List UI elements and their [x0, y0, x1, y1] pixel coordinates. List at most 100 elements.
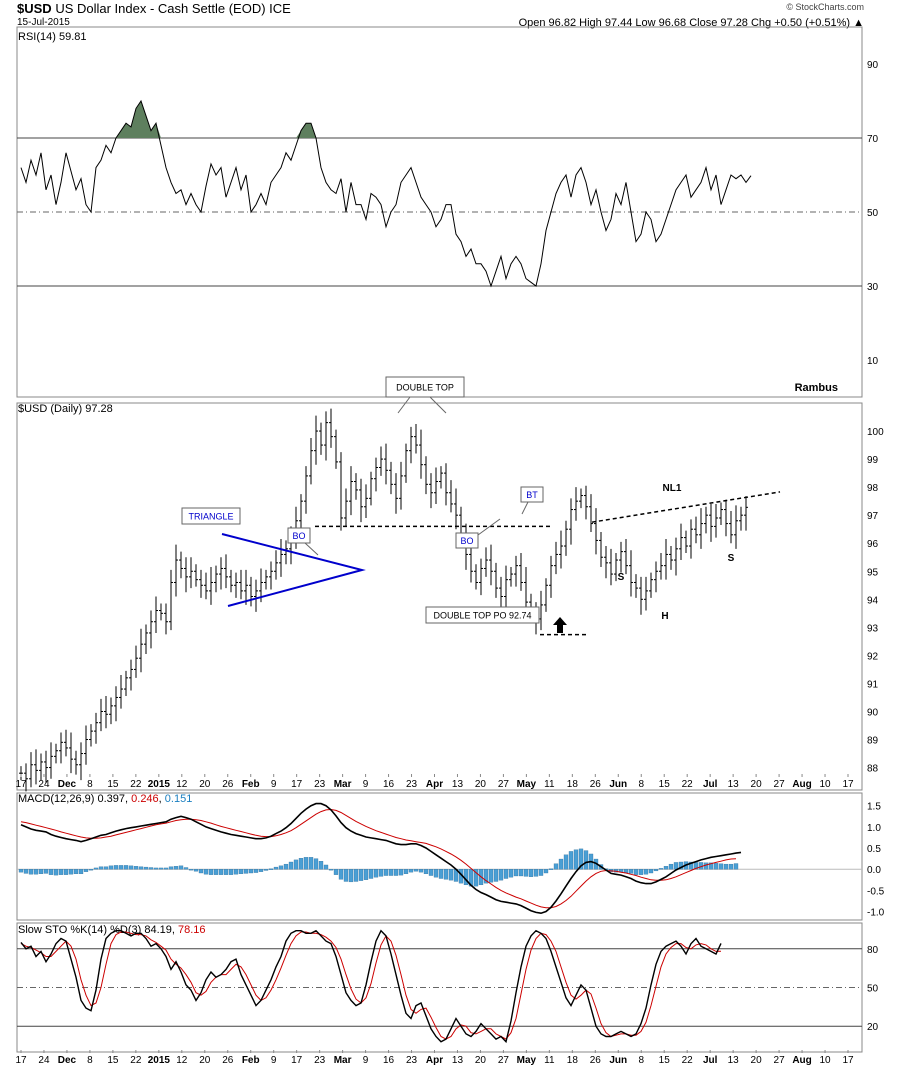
macd-hist-bar: [298, 858, 304, 870]
double-top-text: DOUBLE TOP: [396, 383, 454, 393]
macd-hist-bar: [713, 863, 719, 870]
x-tick-label: 10: [819, 1055, 831, 1066]
x-tick-label: Dec: [58, 1055, 77, 1066]
x-tick-label: 23: [314, 1055, 326, 1066]
sto-ytick-label: 50: [867, 984, 879, 995]
x-tick-label: 20: [475, 1055, 487, 1066]
x-tick-label: 20: [199, 1055, 211, 1066]
macd-hist-bar: [423, 869, 429, 875]
x-tick-label: 27: [774, 779, 786, 790]
macd-hist-bar: [123, 865, 129, 870]
macd-hist-bar: [493, 869, 499, 882]
x-tick-label: 22: [682, 779, 694, 790]
macd-hist-bar: [28, 869, 34, 875]
rsi-ytick-label: 10: [867, 356, 879, 367]
macd-hist-bar: [148, 867, 154, 870]
macd-hist-bar: [528, 869, 534, 877]
macd-hist-bar: [83, 869, 89, 872]
x-tick-label: 20: [751, 1055, 763, 1066]
sto-ytick-label: 20: [867, 1022, 879, 1033]
macd-hist-bar: [63, 869, 69, 875]
macd-hist-bar: [408, 869, 414, 873]
macd-hist-bar: [323, 864, 329, 870]
macd-hist-bar: [23, 869, 29, 874]
macd-hist-bar: [113, 865, 119, 870]
macd-hist-bar: [383, 869, 389, 876]
instrument-name: US Dollar Index - Cash Settle (EOD) ICE: [55, 1, 291, 16]
rsi-legend-text: RSI(14) 59.81: [18, 31, 87, 43]
x-tick-label: 27: [498, 779, 510, 790]
x-tick-label: 8: [87, 779, 93, 790]
macd-hist-bar: [533, 869, 539, 877]
macd-hist-bar: [673, 862, 679, 870]
macd-hist-bar: [208, 869, 214, 875]
macd-hist-bar: [338, 869, 344, 880]
macd-hist-bar: [553, 863, 559, 870]
head-label: H: [661, 611, 668, 622]
macd-hist-bar: [643, 869, 649, 875]
bo-2-pointer: [477, 518, 501, 536]
rsi-legend: RSI(14) 59.81: [18, 31, 86, 43]
macd-hist-bar: [293, 859, 299, 870]
x-tick-label: 12: [176, 779, 188, 790]
macd-ytick-label: 0.0: [867, 865, 881, 876]
x-tick-label: 9: [271, 779, 277, 790]
x-tick-label: 15: [659, 1055, 671, 1066]
macd-hist-bar: [343, 869, 349, 882]
x-tick-label: 8: [638, 779, 644, 790]
macd-hist-bar: [183, 867, 189, 870]
rsi-ytick-label: 70: [867, 134, 879, 145]
double-top-box: [385, 376, 465, 398]
macd-hist-bar: [143, 866, 149, 870]
price-ytick-label: 93: [867, 623, 879, 634]
triangle-label-text: TRIANGLE: [188, 512, 233, 522]
x-tick-label: 27: [498, 1055, 510, 1066]
x-tick-label: 17: [15, 1055, 27, 1066]
up-arrow-icon: [553, 617, 567, 633]
macd-ytick-label: -1.0: [867, 908, 885, 919]
macd-legend-value: 0.397: [97, 793, 126, 805]
macd-hist-bar: [328, 869, 334, 871]
macd-hist-bar: [418, 869, 424, 873]
macd-hist-bar: [523, 869, 529, 877]
date-label: 15-Jul-2015: [17, 17, 70, 28]
x-tick-label: Jul: [703, 1055, 718, 1066]
x-tick-label: 13: [452, 779, 464, 790]
macd-hist-bar: [243, 869, 249, 874]
symbol: $USD: [17, 1, 52, 16]
x-tick-label: Apr: [426, 1055, 443, 1066]
x-tick-label: 20: [199, 779, 211, 790]
macd-hist-bar: [168, 866, 174, 870]
macd-hist-bar: [508, 869, 514, 878]
x-tick-label: 17: [842, 1055, 854, 1066]
rsi-ytick-label: 50: [867, 208, 879, 219]
bt-pointer: [521, 501, 529, 515]
x-tick-label: 26: [222, 1055, 234, 1066]
rsi-ytick-label: 30: [867, 282, 879, 293]
sto-ytick-label: 80: [867, 945, 879, 956]
x-tick-label: 27: [774, 1055, 786, 1066]
macd-hist-bar: [273, 866, 279, 870]
x-tick-label: 23: [406, 1055, 418, 1066]
x-tick-label: 11: [544, 1055, 555, 1066]
macd-legend-text: MACD(12,26,9): [18, 793, 95, 805]
macd-hist-bar: [313, 858, 319, 870]
macd-ytick-label: 0.5: [867, 844, 881, 855]
macd-hist-bar: [128, 865, 134, 870]
double-top-po-box: [425, 606, 540, 624]
bo-label-1-text: BO: [292, 531, 305, 541]
x-tick-label: 22: [130, 1055, 142, 1066]
macd-hist-bar: [68, 869, 74, 875]
macd-hist-bar: [703, 862, 709, 870]
macd-hist-bar: [218, 869, 224, 875]
macd-panel-frame: [16, 792, 863, 921]
price-ytick-label: 94: [867, 595, 879, 606]
macd-hist-bar: [578, 848, 584, 870]
x-tick-label: 17: [291, 779, 303, 790]
x-tick-label: 8: [638, 1055, 644, 1066]
x-tick-label: 16: [383, 1055, 395, 1066]
macd-hist-bar: [668, 863, 674, 870]
macd-hist-bar: [348, 869, 354, 883]
macd-hist-bar: [153, 867, 159, 870]
macd-hist-bar: [268, 868, 274, 870]
